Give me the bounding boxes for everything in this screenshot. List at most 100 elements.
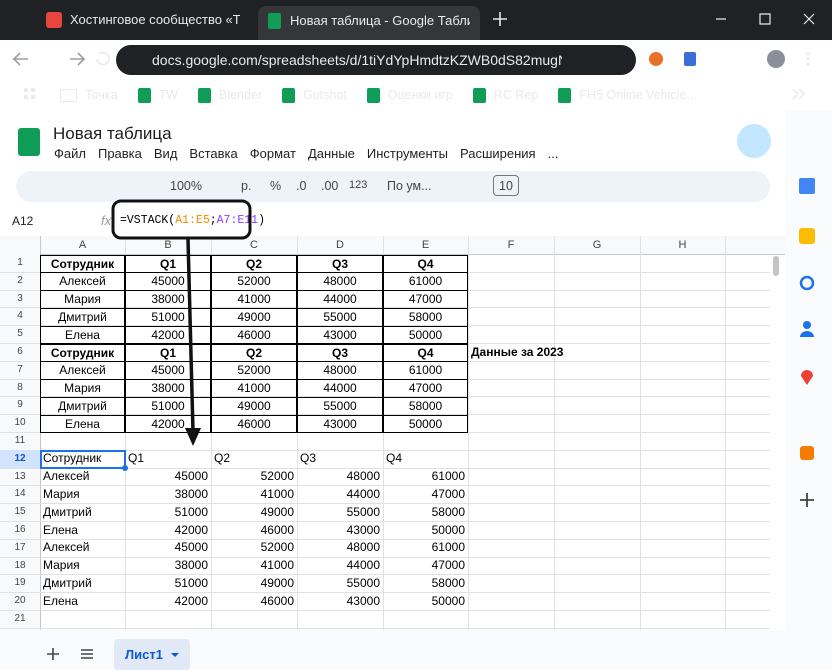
toolbar-item[interactable]: По ум... — [387, 179, 432, 193]
cell: Q2 — [214, 451, 231, 466]
column-header: C — [250, 239, 258, 251]
row-header: 20 — [14, 595, 26, 607]
grid: A B C D E F G H 1 Сотрудник Q1 Q2 Q3 Q4 2 Алексей 45000 5… — [0, 236, 785, 630]
share-button[interactable] — [737, 124, 771, 158]
row-header: 18 — [14, 559, 26, 571]
cell: 46000 — [260, 593, 294, 608]
cell: Дмитрий — [40, 396, 125, 416]
cell: 50000 — [431, 593, 465, 608]
bookmark-icon — [197, 87, 211, 103]
column-header: G — [592, 239, 602, 251]
cell: Дмитрий — [43, 575, 92, 590]
cell: 44000 — [297, 290, 383, 309]
cell: 46000 — [211, 414, 297, 434]
formula-part: ) — [258, 214, 265, 227]
cell: 55000 — [297, 307, 383, 327]
row-header: 8 — [17, 381, 23, 393]
tab[interactable]: Хостинговое сообщество «Tim — [40, 6, 250, 34]
cell: Q3 — [300, 451, 317, 466]
cell: 43000 — [346, 593, 380, 608]
toolbar-item[interactable]: .00 — [321, 179, 339, 193]
bookmark[interactable]: FH5 Online Vehicle... — [558, 86, 697, 104]
cell: 52000 — [260, 469, 294, 484]
bookmark[interactable]: TW — [137, 86, 178, 104]
cell: 44000 — [346, 558, 380, 573]
bookmark-label: FH5 Online Vehicle... — [579, 88, 697, 102]
cell: 38000 — [125, 379, 211, 398]
toolbar-item[interactable]: 123 — [349, 179, 368, 191]
cell: Елена — [40, 325, 125, 345]
menu-item[interactable]: ... — [547, 146, 559, 161]
toolbar-item[interactable]: % — [270, 179, 282, 193]
cell: 38000 — [174, 558, 208, 573]
cell: 42000 — [125, 325, 211, 345]
menu-item[interactable]: Вид — [153, 146, 178, 161]
cell: 58000 — [431, 575, 465, 590]
row-header: 2 — [17, 274, 23, 286]
bookmark-label: Gutshot — [303, 88, 347, 102]
cell: 48000 — [346, 540, 380, 555]
name-box[interactable]: A12 — [12, 214, 34, 228]
cell: Мария — [40, 379, 125, 398]
cell: Q2 — [211, 343, 297, 363]
toolbar-item[interactable]: 100% — [170, 179, 202, 193]
cell: 43000 — [346, 522, 380, 537]
fill-handle — [122, 464, 128, 471]
tab-active[interactable]: Новая таблица - Google Табли — [258, 6, 480, 40]
cell: 50000 — [431, 522, 465, 537]
row-line — [0, 610, 770, 611]
menu-item[interactable]: Вставка — [189, 146, 238, 161]
bookmark-label: Оценки игр — [387, 88, 453, 102]
cell: Мария — [43, 486, 80, 501]
column-header: A — [78, 239, 87, 251]
address-bar[interactable]: docs.google.com/spreadsheets/d/1tiYdYpHm… — [116, 45, 636, 75]
selected-cell[interactable] — [40, 449, 126, 469]
cell: Дмитрий — [40, 307, 125, 327]
cell: Q1 — [125, 343, 211, 363]
menu-item[interactable]: Файл — [54, 146, 86, 161]
row-header: 12 — [14, 452, 26, 464]
cell: Алексей — [40, 361, 125, 381]
cell: 58000 — [431, 504, 465, 519]
row-header: 11 — [14, 435, 26, 446]
cell: 50000 — [383, 414, 468, 434]
menu-item[interactable]: Формат — [249, 146, 296, 161]
row-line — [0, 538, 770, 540]
cell: 41000 — [260, 558, 294, 573]
row-line — [0, 467, 770, 469]
row-header: 13 — [14, 470, 26, 482]
bookmark[interactable]: Точка — [60, 86, 118, 104]
cell: 46000 — [211, 325, 297, 345]
avatar[interactable] — [786, 126, 816, 156]
cell: 58000 — [383, 307, 468, 327]
sheet-tab[interactable]: Лист1 — [125, 647, 163, 662]
cell: 51000 — [125, 396, 211, 416]
toolbar-item[interactable]: 10 — [499, 179, 513, 193]
cell: 41000 — [211, 290, 297, 309]
row-line — [0, 521, 770, 522]
formula[interactable]: =VSTACK(A1:E5;A7:E11) — [120, 214, 265, 227]
menu-item[interactable]: Правка — [97, 146, 142, 161]
font-size-box[interactable] — [493, 175, 519, 196]
cell: Q3 — [297, 254, 383, 274]
cell: Q4 — [383, 343, 468, 363]
bookmark[interactable]: Gutshot — [282, 86, 347, 104]
menu-item[interactable]: Инструменты — [366, 146, 448, 161]
cell: 47000 — [431, 486, 465, 501]
toolbar-item[interactable]: .0 — [296, 179, 307, 193]
cell: 48000 — [346, 469, 380, 484]
column-header: D — [336, 239, 344, 251]
row-header: 19 — [14, 577, 26, 589]
row-line — [0, 485, 770, 487]
menu-item[interactable]: Расширения — [459, 146, 536, 161]
cell: 45000 — [174, 540, 208, 555]
cell: Сотрудник — [40, 343, 125, 363]
cell: 47000 — [383, 290, 468, 309]
bookmark[interactable]: Blender — [197, 86, 262, 104]
bookmark-icon — [558, 87, 572, 103]
cell: 55000 — [297, 396, 383, 416]
bookmark[interactable]: Оценки игр — [366, 86, 453, 104]
bookmark[interactable]: RC Rep — [472, 86, 538, 104]
toolbar-item[interactable]: р. — [241, 179, 252, 193]
menu-item[interactable]: Данные — [307, 146, 355, 161]
